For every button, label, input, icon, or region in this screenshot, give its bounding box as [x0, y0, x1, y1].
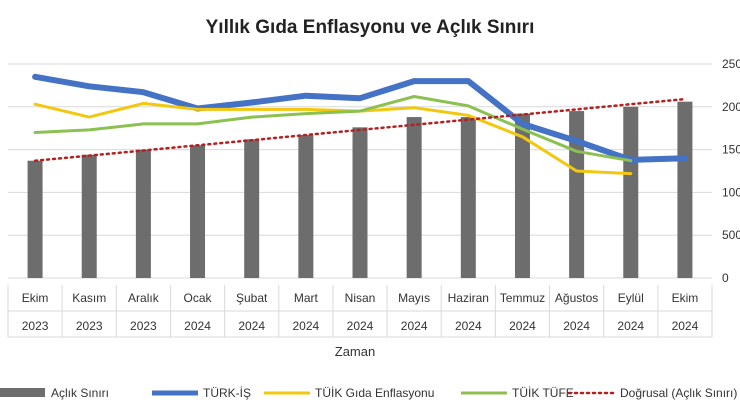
x-tick-label-month: Kasım [72, 291, 106, 305]
bar [623, 106, 639, 278]
x-tick-label-year: 2024 [672, 319, 699, 333]
x-tick-label-year: 2024 [238, 319, 265, 333]
bar [298, 135, 314, 278]
legend-swatch [0, 388, 45, 397]
bar [244, 139, 260, 278]
trendline [33, 97, 687, 162]
x-tick-label-month: Ağustos [555, 291, 598, 305]
x-axis-title: Zaman [335, 344, 375, 359]
y-tick-label: 500 [722, 228, 740, 242]
x-tick-label-month: Şubat [236, 291, 268, 305]
y-tick-label: 1000 [722, 185, 740, 199]
x-tick-label-year: 2024 [401, 319, 428, 333]
x-tick-label-year: 2024 [292, 319, 319, 333]
y-tick-label: 1500 [722, 143, 740, 157]
x-tick-label-month: Ekim [672, 291, 699, 305]
bar [27, 160, 43, 278]
x-tick-label-month: Haziran [448, 291, 489, 305]
y-axis-ticks: 0 500 1000 1500 2000 2500 [722, 57, 740, 285]
bar [190, 145, 206, 278]
bar [677, 101, 693, 278]
bar [569, 111, 585, 278]
x-tick-label-year: 2023 [22, 319, 49, 333]
x-tick-label-month: Mart [294, 291, 319, 305]
x-axis-categories: Ekim 2023 Kasım 2023 Aralık 2023 Ocak 2024 Şubat… [7, 285, 713, 338]
x-tick-label-month: Ocak [184, 291, 213, 305]
series-line [32, 73, 688, 163]
legend-label: TÜİK Gıda Enflasyonu [315, 386, 434, 400]
legend-label: TÜİK TÜFE [512, 386, 574, 400]
bar [81, 154, 97, 278]
x-tick-label-month: Mayıs [398, 291, 430, 305]
x-tick-label-year: 2024 [617, 319, 644, 333]
bar-series [27, 101, 693, 279]
legend-label: TÜRK-İŞ [203, 386, 251, 400]
legend-label: Doğrusal (Açlık Sınırı) [620, 386, 737, 400]
x-tick-label-month: Nisan [345, 291, 376, 305]
x-tick-label-year: 2023 [130, 319, 157, 333]
bar [352, 127, 368, 279]
bar [514, 113, 530, 278]
chart-title: Yıllık Gıda Enflasyonu ve Açlık Sınırı [206, 17, 535, 38]
legend-label: Açlık Sınırı [51, 386, 109, 400]
x-tick-label-year: 2023 [76, 319, 103, 333]
y-tick-label: 0 [722, 271, 729, 285]
bar [135, 149, 151, 278]
x-tick-label-month: Ekim [22, 291, 49, 305]
x-tick-label-year: 2024 [184, 319, 211, 333]
x-tick-label-year: 2024 [347, 319, 374, 333]
line-series [32, 73, 688, 176]
bar [460, 117, 476, 279]
x-tick-label-month: Temmuz [500, 291, 545, 305]
bar [406, 117, 422, 279]
x-tick-label-year: 2024 [563, 319, 590, 333]
legend: Açlık Sınırı TÜRK-İŞ TÜİK Gıda Enflasyonu T… [0, 386, 737, 400]
series-line [33, 95, 633, 163]
y-tick-label: 2000 [722, 100, 740, 114]
x-tick-label-year: 2024 [455, 319, 482, 333]
x-tick-label-month: Aralık [128, 291, 160, 305]
series-line [33, 101, 633, 176]
y-tick-label: 2500 [722, 57, 740, 71]
x-tick-label-month: Eylül [618, 291, 644, 305]
x-tick-label-year: 2024 [509, 319, 536, 333]
